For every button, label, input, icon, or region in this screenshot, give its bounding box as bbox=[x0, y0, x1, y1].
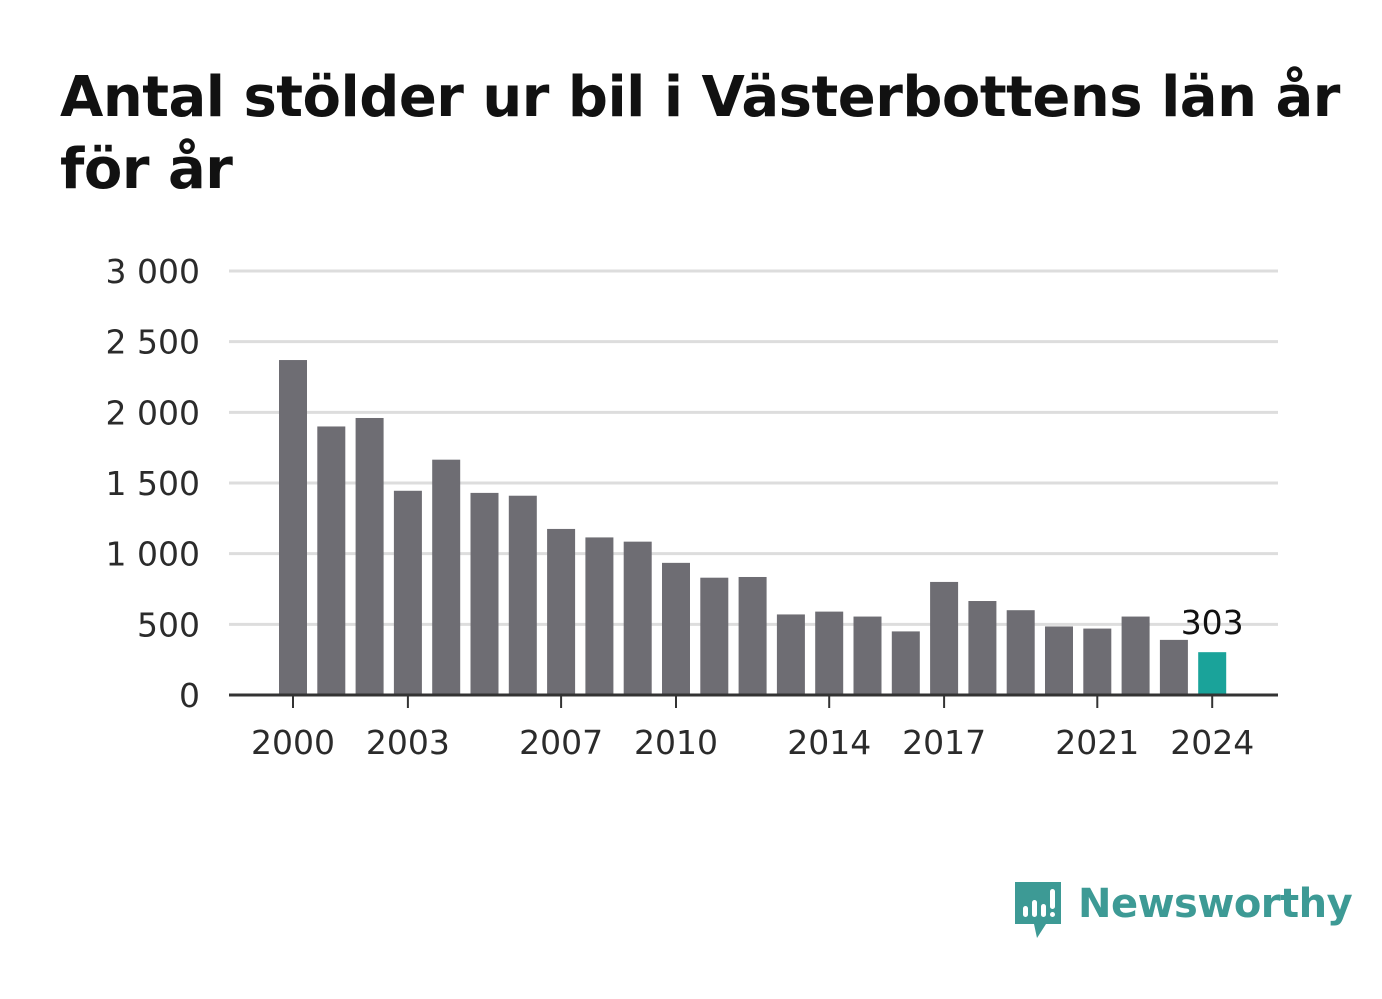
bar bbox=[853, 616, 882, 695]
bar bbox=[585, 537, 614, 695]
bar bbox=[470, 492, 499, 695]
bar bbox=[432, 459, 461, 695]
x-tick-label: 2010 bbox=[634, 723, 718, 762]
bar bbox=[815, 611, 844, 695]
bar bbox=[1045, 626, 1073, 695]
y-tick-label: 0 bbox=[179, 676, 200, 715]
bar bbox=[1159, 639, 1188, 695]
chart-title: Antal stölder ur bil i Västerbottens län… bbox=[60, 65, 1340, 202]
x-tick-label: 2017 bbox=[902, 723, 986, 762]
bar bbox=[1121, 616, 1150, 695]
x-tick-label: 2014 bbox=[787, 723, 871, 762]
bar bbox=[508, 495, 537, 695]
y-axis-tick-labels: 0 500 1 000 1 500 2 000 2 500 3 000 bbox=[106, 252, 200, 715]
newsworthy-logo-icon bbox=[1015, 882, 1061, 938]
bar bbox=[968, 601, 997, 695]
bar bbox=[662, 562, 690, 695]
newsworthy-logo-text: Newsworthy bbox=[1078, 881, 1353, 927]
newsworthy-logo: Newsworthy bbox=[1012, 880, 1353, 940]
bar bbox=[891, 631, 920, 695]
x-tick-label: 2003 bbox=[366, 723, 450, 762]
bar bbox=[623, 541, 652, 695]
bars bbox=[279, 360, 1227, 695]
y-tick-label: 3 000 bbox=[106, 252, 200, 291]
x-tick-label: 2000 bbox=[251, 723, 335, 762]
y-tick-label: 2 500 bbox=[106, 323, 200, 362]
y-gridlines bbox=[229, 269, 1278, 626]
bar bbox=[547, 528, 576, 695]
x-axis-ticks: 2000 2003 2007 2010 2014 2017 2021 2024 bbox=[251, 695, 1254, 762]
x-tick-label: 2021 bbox=[1055, 723, 1139, 762]
bar-value-label: 303 bbox=[1181, 603, 1244, 642]
y-tick-label: 1 000 bbox=[106, 535, 200, 574]
bar bbox=[1083, 628, 1112, 695]
bar bbox=[279, 360, 307, 695]
x-tick-label: 2024 bbox=[1170, 723, 1254, 762]
bar bbox=[700, 577, 729, 695]
y-tick-label: 500 bbox=[137, 605, 200, 644]
bar bbox=[1006, 610, 1035, 695]
bar bbox=[776, 614, 805, 695]
bar bbox=[393, 490, 422, 695]
data-labels: 303 bbox=[1181, 603, 1244, 642]
bar bbox=[317, 426, 346, 695]
y-tick-label: 1 500 bbox=[106, 464, 200, 503]
x-tick-label: 2007 bbox=[519, 723, 603, 762]
bar bbox=[738, 576, 767, 695]
bar bbox=[1198, 652, 1227, 695]
y-tick-label: 2 000 bbox=[106, 393, 200, 432]
bar bbox=[355, 417, 384, 695]
bar bbox=[930, 581, 959, 695]
